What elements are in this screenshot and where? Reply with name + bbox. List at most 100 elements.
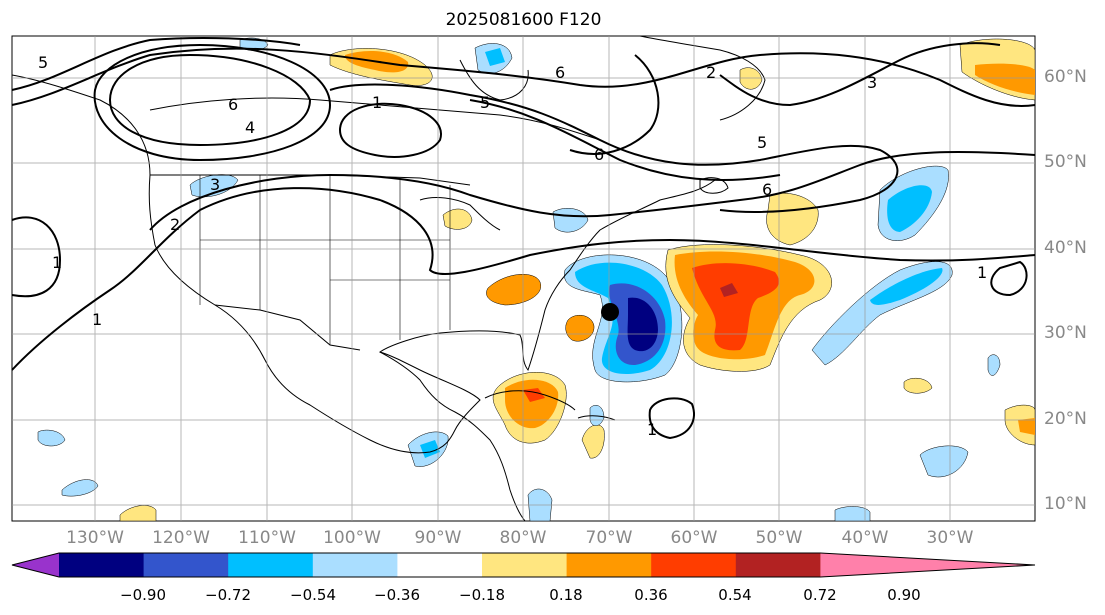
- colorbar-tick: −0.90: [120, 586, 166, 604]
- contour-line: [11, 47, 1036, 107]
- contour-label: 4: [245, 118, 255, 137]
- state-lines: [199, 175, 451, 345]
- contour-label: 6: [594, 145, 604, 164]
- map-title: 2025081600 F120: [445, 10, 602, 30]
- positive-field-small-2: [581, 424, 605, 459]
- gulf-coast: [379, 351, 526, 522]
- colorbar-segment: [735, 553, 821, 577]
- contour-line: [469, 99, 781, 181]
- positive-field-caribbean-inner: [505, 379, 559, 429]
- contour-line: [338, 102, 442, 158]
- lon-label-90w: 90°W: [414, 528, 462, 548]
- contour-labels: 5 6 4 1 3 2 1 1 5 6 6 2 3 5 6 1 1: [38, 53, 987, 439]
- colorbar-tick: 0.54: [718, 586, 752, 604]
- contour-label: 2: [170, 215, 180, 234]
- negative-field-core: [627, 297, 658, 352]
- us-mexico-border: [214, 304, 361, 351]
- negative-field-gulf-honduras-inner: [420, 440, 440, 458]
- contours: [11, 36, 1036, 440]
- lon-label-40w: 40°W: [841, 528, 889, 548]
- colorbar: [11, 552, 1036, 578]
- lat-label-10n: 10°N: [1044, 494, 1087, 514]
- lat-label-50n: 50°N: [1044, 152, 1087, 172]
- lat-label-60n: 60°N: [1044, 67, 1087, 87]
- negative-field-small-4: [987, 354, 1001, 376]
- contour-label: 2: [706, 63, 716, 82]
- lon-label-110w: 110°W: [238, 528, 296, 548]
- contour-line: [11, 187, 1036, 371]
- colorbar-tick: 0.36: [634, 586, 668, 604]
- positive-field-east-atlantic-inner: [1018, 418, 1035, 435]
- north-america-outline: [11, 74, 716, 454]
- colorbar-tick: 0.72: [803, 586, 837, 604]
- colorbar-tick: −0.72: [205, 586, 251, 604]
- positive-field-core: [720, 283, 738, 297]
- storm-position-marker: [601, 303, 619, 321]
- positive-field-small-1: [903, 377, 933, 394]
- contour-label: 1: [647, 420, 657, 439]
- lon-label-120w: 120°W: [152, 528, 210, 548]
- colorbar-outline: [11, 552, 1036, 578]
- positive-field-north-atlantic: [766, 192, 819, 246]
- contour-label: 1: [92, 310, 102, 329]
- colorbar-tick: 0.18: [549, 586, 583, 604]
- colorbar-extend-min: [12, 553, 59, 577]
- contour-label: 6: [555, 63, 565, 82]
- lon-label-100w: 100°W: [323, 528, 381, 548]
- contour-label: 1: [52, 253, 62, 272]
- lon-label-80w: 80°W: [499, 528, 547, 548]
- colorbar-segment: [482, 553, 568, 577]
- contour-line: [11, 216, 62, 298]
- negative-field-north-1-inner: [485, 48, 505, 66]
- negative-field-central-atlantic-inner: [870, 268, 943, 305]
- colorbar-segment: [312, 553, 398, 577]
- positive-field-great-lakes: [442, 208, 473, 230]
- negative-field-new-england: [552, 208, 589, 233]
- negative-field-south-1: [919, 445, 969, 478]
- contour-line: [990, 260, 1028, 297]
- positive-field-carolinas: [486, 274, 541, 306]
- lat-label-20n: 20°N: [1044, 409, 1087, 429]
- contour-line: [719, 42, 1001, 107]
- contour-line: [329, 83, 899, 213]
- contour-label: 1: [977, 263, 987, 282]
- colorbar-segment: [566, 553, 652, 577]
- newfoundland: [699, 177, 729, 194]
- colorbar-tick: 0.90: [887, 586, 921, 604]
- contour-label: 6: [762, 180, 772, 199]
- colorbar-segment: [143, 553, 229, 577]
- colorbar-extend-max: [820, 553, 1035, 577]
- contour-label: 5: [757, 133, 767, 152]
- negative-field-south-3: [834, 506, 871, 522]
- greenland: [639, 35, 766, 121]
- negative-field-west-1: [37, 429, 66, 447]
- colorbar-tick: −0.36: [374, 586, 420, 604]
- positive-field-small-island: [565, 314, 595, 342]
- colorbar-segment: [397, 553, 483, 577]
- contour-line: [149, 151, 1036, 231]
- contour-line: [11, 36, 301, 91]
- lat-label-40n: 40°N: [1044, 238, 1087, 258]
- colorbar-tick: −0.18: [459, 586, 505, 604]
- contour-label: 3: [210, 175, 220, 194]
- lon-label-30w: 30°W: [926, 528, 974, 548]
- colorbar-segment: [651, 553, 737, 577]
- contour-line: [569, 54, 660, 155]
- contour-label: 5: [480, 93, 490, 112]
- negative-field-west-2: [61, 479, 99, 497]
- positive-field-small-4: [739, 67, 763, 90]
- positive-field-small-3: [119, 505, 157, 522]
- lon-label-50w: 50°W: [755, 528, 803, 548]
- contour-line: [93, 43, 332, 162]
- lon-label-130w: 130°W: [66, 528, 124, 548]
- negative-field-northeast-atlantic-inner: [887, 185, 932, 232]
- colorbar-tick: −0.54: [290, 586, 336, 604]
- contour-label: 6: [228, 95, 238, 114]
- lon-label-70w: 70°W: [585, 528, 633, 548]
- colorbar-segment: [59, 553, 145, 577]
- contour-label: 1: [372, 93, 382, 112]
- lat-label-30n: 30°N: [1044, 323, 1087, 343]
- contour-label: 5: [38, 53, 48, 72]
- contour-line: [108, 53, 312, 147]
